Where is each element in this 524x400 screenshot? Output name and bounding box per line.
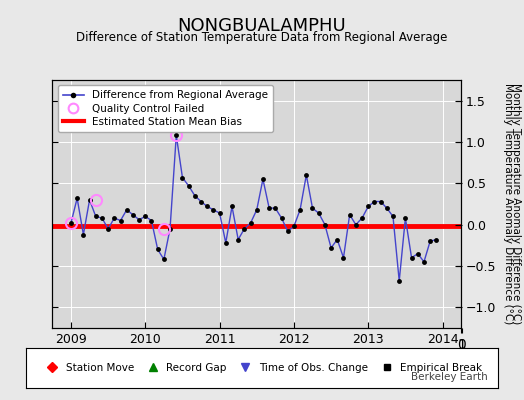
Text: Difference of Station Temperature Data from Regional Average: Difference of Station Temperature Data f… bbox=[77, 32, 447, 44]
Text: Monthly Temperature Anomaly Difference (°C): Monthly Temperature Anomaly Difference (… bbox=[511, 83, 521, 325]
Text: NONGBUALAMPHU: NONGBUALAMPHU bbox=[178, 17, 346, 35]
Y-axis label: Monthly Temperature Anomaly Difference (°C): Monthly Temperature Anomaly Difference (… bbox=[503, 83, 513, 325]
Legend: Station Move, Record Gap, Time of Obs. Change, Empirical Break: Station Move, Record Gap, Time of Obs. C… bbox=[39, 360, 485, 376]
Text: Berkeley Earth: Berkeley Earth bbox=[411, 372, 487, 382]
Legend: Difference from Regional Average, Quality Control Failed, Estimated Station Mean: Difference from Regional Average, Qualit… bbox=[58, 85, 273, 132]
